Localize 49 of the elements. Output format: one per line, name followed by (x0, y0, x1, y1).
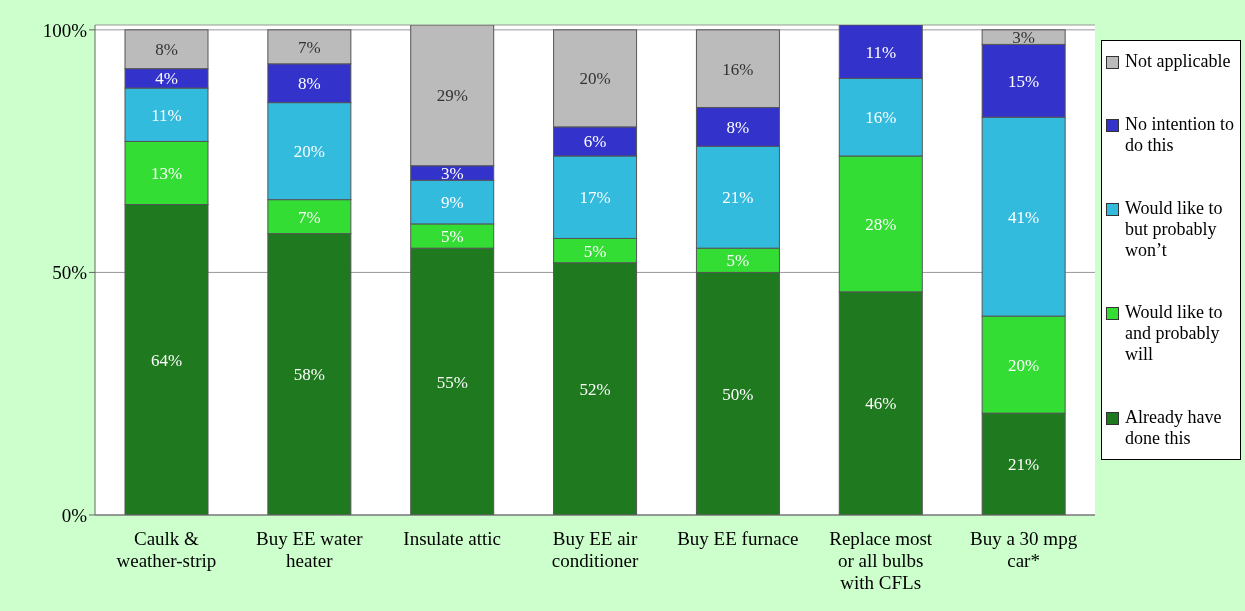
data-label: 15% (1008, 71, 1040, 91)
data-label: 6% (583, 132, 607, 152)
y-tick-label: 100% (42, 19, 88, 41)
y-tick-label: 0% (61, 504, 88, 526)
data-label: 16% (722, 59, 754, 79)
data-label: 46% (865, 394, 897, 414)
data-label: 3% (1012, 28, 1035, 48)
x-tick-label: Caulk & weather-strip (116, 528, 217, 571)
data-label: 3% (440, 163, 464, 183)
x-tick-label: Buy EE air conditioner (551, 528, 639, 571)
data-label: 5% (583, 241, 607, 261)
x-tick-label: Insulate attic (403, 528, 501, 549)
legend-label: No intention to do this (1125, 113, 1235, 156)
data-label: 8% (155, 40, 178, 60)
legend-label: Would like to and probably will (1125, 302, 1224, 366)
data-label: 8% (726, 117, 750, 137)
data-label: 55% (436, 372, 468, 392)
data-label: 7% (298, 207, 321, 227)
y-tick-label: 50% (52, 262, 88, 284)
data-label: 41% (1008, 207, 1040, 227)
data-label: 16% (865, 108, 897, 128)
data-label: 11% (865, 42, 897, 62)
x-tick-label: Buy a 30 mpg car* (970, 528, 1078, 571)
data-label: 17% (579, 188, 611, 208)
data-label: 9% (440, 193, 464, 213)
data-label: 52% (579, 379, 611, 399)
data-label: 20% (579, 69, 611, 89)
data-label: 13% (150, 163, 183, 183)
data-label: 21% (722, 188, 754, 208)
legend-label: Not applicable (1125, 51, 1231, 72)
legend-label: Already have done this (1125, 407, 1223, 449)
data-label: 7% (298, 37, 321, 57)
data-label: 58% (293, 365, 325, 385)
data-label: 64% (150, 350, 183, 370)
data-label: 5% (440, 227, 464, 247)
x-tick-label: Replace most or all bulbs with CFLs (829, 528, 933, 593)
data-label: 20% (1008, 355, 1040, 375)
data-label: 5% (726, 251, 750, 271)
data-label: 4% (155, 69, 178, 89)
data-label: 29% (436, 86, 468, 106)
legend-label: Would like to but probably won’t (1125, 197, 1224, 261)
x-tick-label: Buy EE furnace (677, 528, 799, 549)
x-tick-label: Buy EE water heater (256, 528, 364, 571)
data-label: 8% (298, 74, 321, 94)
data-label: 50% (722, 384, 754, 404)
data-label: 28% (865, 214, 897, 234)
data-label: 21% (1008, 455, 1040, 475)
data-label: 20% (293, 142, 325, 162)
data-label: 11% (151, 105, 182, 125)
